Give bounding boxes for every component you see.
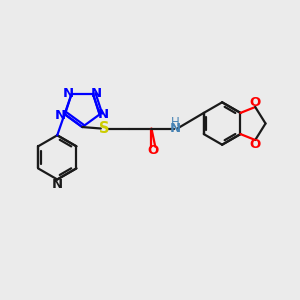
Text: O: O <box>250 96 261 109</box>
Text: N: N <box>98 108 109 121</box>
Text: S: S <box>99 121 110 136</box>
Text: N: N <box>170 122 181 135</box>
Text: O: O <box>148 144 159 158</box>
Text: H: H <box>171 116 180 128</box>
Text: N: N <box>91 87 102 100</box>
Text: N: N <box>55 109 66 122</box>
Text: N: N <box>62 87 74 100</box>
Text: O: O <box>250 138 261 151</box>
Text: N: N <box>52 178 63 191</box>
